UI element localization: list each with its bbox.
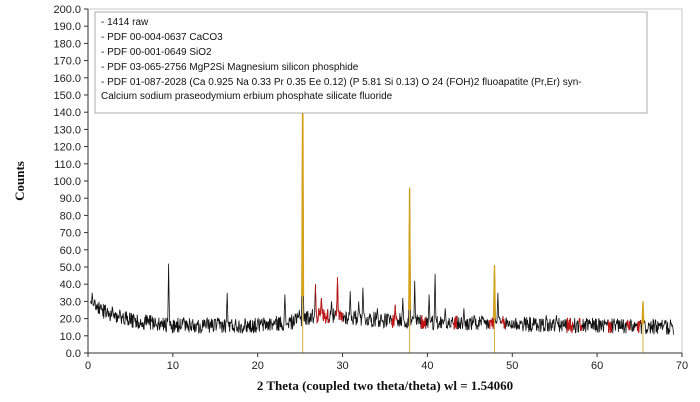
y-tick-label: 140.0	[53, 107, 81, 119]
legend-entry-fluoapatite-description: Calcium sodium praseodymium erbium phosp…	[101, 91, 393, 102]
x-tick-label: 0	[85, 360, 91, 372]
x-tick-label: 10	[167, 360, 179, 372]
series-caco3-segment	[625, 319, 631, 331]
y-tick-label: 170.0	[53, 56, 81, 68]
x-axis-ticks: 0 10 20 30 40 50 60 70	[85, 353, 688, 372]
y-axis-title: Counts	[12, 161, 27, 201]
series-caco3-segment	[452, 315, 458, 330]
series-layer	[90, 50, 674, 353]
series-caco3-segment	[420, 315, 427, 329]
x-tick-label: 70	[676, 360, 688, 372]
y-tick-label: 180.0	[53, 38, 81, 50]
y-tick-label: 80.0	[60, 210, 81, 222]
x-tick-label: 60	[591, 360, 603, 372]
x-axis-title: 2 Theta (coupled two theta/theta) wl = 1…	[257, 378, 513, 393]
series-caco3-segment	[391, 304, 398, 329]
y-tick-label: 60.0	[60, 245, 81, 257]
legend-frame	[94, 11, 648, 114]
y-tick-label: 110.0	[54, 159, 81, 171]
y-tick-label: 190.0	[53, 21, 81, 33]
legend-entry-raw: - 1414 raw	[101, 17, 149, 28]
y-tick-label: 200.0	[53, 4, 81, 16]
y-tick-label: 50.0	[60, 262, 81, 274]
x-tick-label: 40	[421, 360, 433, 372]
y-tick-label: 120.0	[53, 142, 81, 154]
y-tick-label: 90.0	[60, 193, 81, 205]
series-caco3-segment	[488, 317, 495, 329]
legend: - 1414 raw - PDF 00-004-0637 CaCO3 - PDF…	[94, 11, 648, 114]
series-caco3-segment	[607, 319, 613, 334]
series-caco3-segment	[500, 316, 506, 330]
y-tick-label: 10.0	[60, 331, 81, 343]
series-caco3-segment	[335, 277, 344, 322]
x-tick-label: 20	[252, 360, 264, 372]
x-tick-label: 30	[336, 360, 348, 372]
series-caco3-segment	[566, 317, 574, 334]
legend-entry-mgp2si: - PDF 03-065-2756 MgP2Si Magnesium silic…	[101, 62, 359, 73]
y-tick-label: 160.0	[53, 73, 81, 85]
y-axis-ticks: 0.0 10.0 20.0 30.0 40.0 50.0 60.0 70.0 80.0 90.0 1…	[53, 4, 88, 360]
series-caco3-segment	[636, 320, 641, 334]
legend-entry-fluoapatite: - PDF 01-087-2028 (Ca 0.925 Na 0.33 Pr 0…	[101, 77, 582, 88]
y-tick-label: 30.0	[60, 296, 81, 308]
y-tick-label: 40.0	[60, 279, 81, 291]
y-tick-label: 70.0	[60, 228, 81, 240]
series-caco3-segment	[314, 284, 330, 324]
series-1414-raw-line	[90, 50, 674, 335]
y-tick-label: 130.0	[53, 124, 81, 136]
series-caco3-segment	[578, 317, 583, 331]
legend-entry-caco3: - PDF 00-004-0637 CaCO3	[101, 32, 223, 43]
legend-entry-sio2: - PDF 00-001-0649 SiO2	[101, 47, 212, 58]
plot-area: 0 10 20 30 40 50 60 70 0.0 10.0 20.0 30.0 40.0 50.0 6…	[53, 4, 688, 372]
x-tick-label: 50	[506, 360, 518, 372]
y-tick-label: 0.0	[66, 348, 81, 360]
y-tick-label: 150.0	[53, 90, 81, 102]
y-tick-label: 100.0	[53, 176, 81, 188]
y-tick-label: 20.0	[60, 314, 81, 326]
